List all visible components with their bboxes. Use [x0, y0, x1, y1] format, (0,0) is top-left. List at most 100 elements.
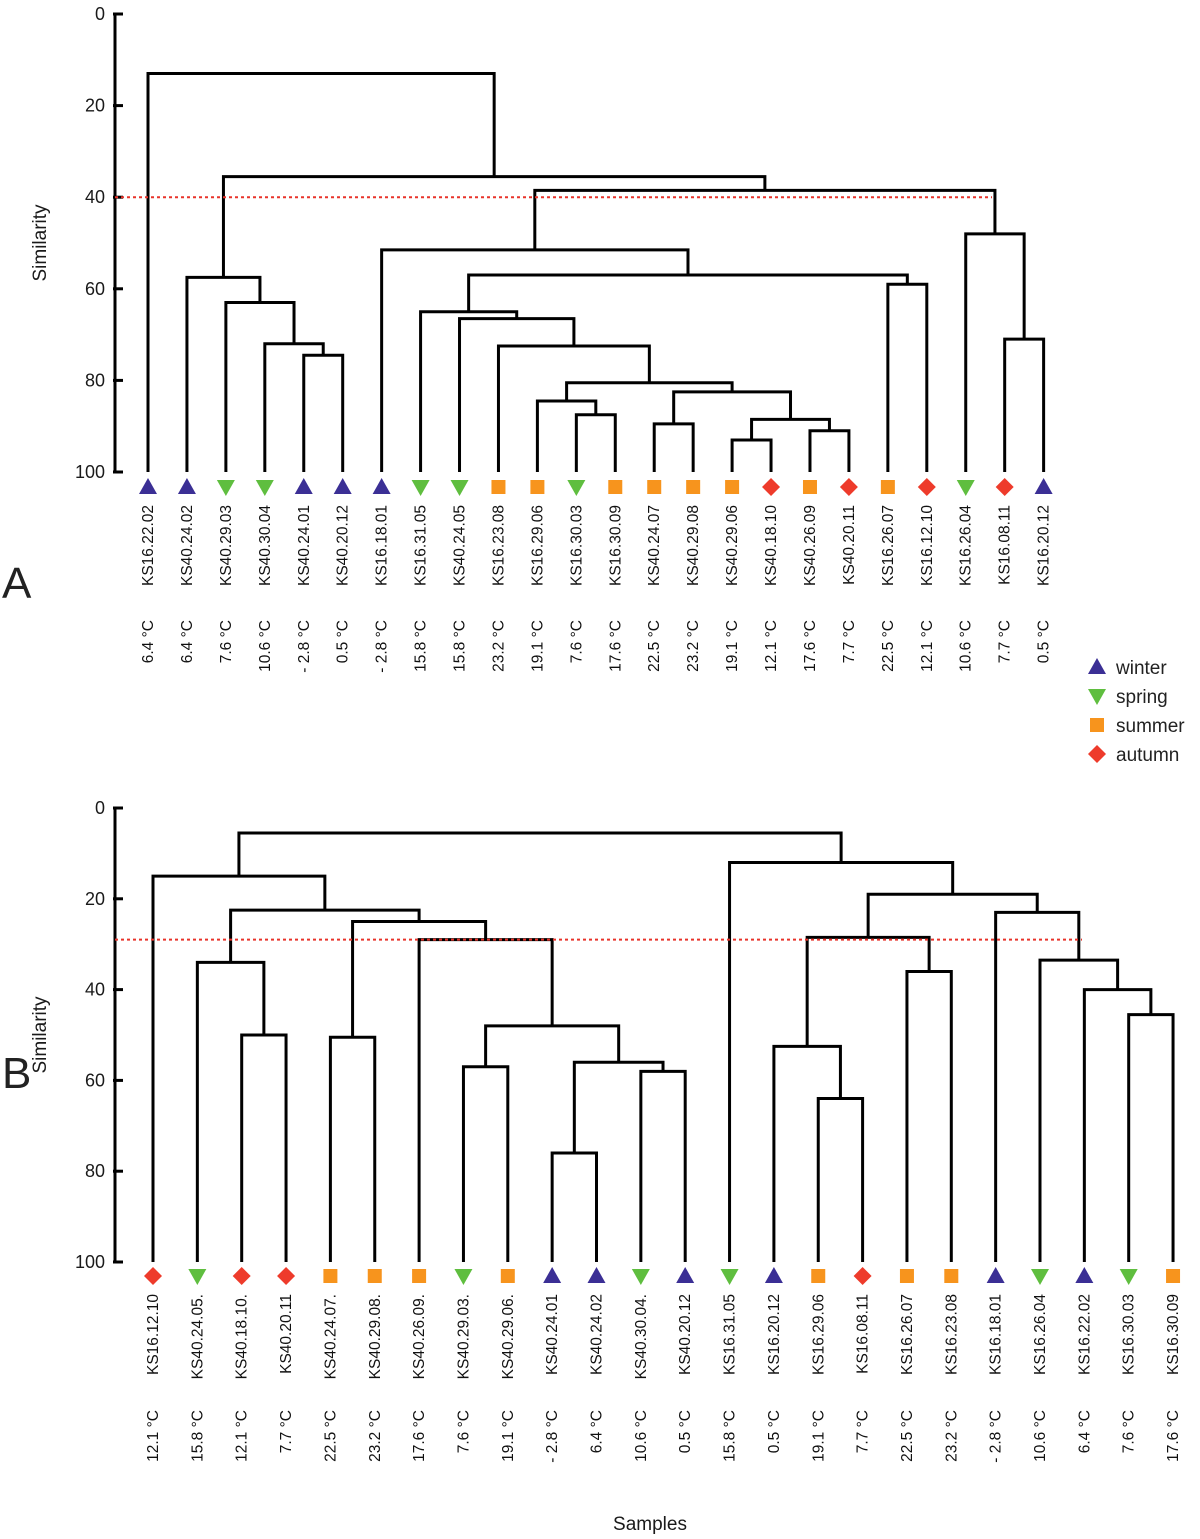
sample-label: KS40.29.03	[218, 505, 235, 586]
sample-temperature: 6.4 °C	[589, 1410, 606, 1453]
leaf-marker-autumn	[762, 478, 781, 496]
sample-label: KS16.26.07	[880, 505, 897, 586]
y-tick-label-0: 0	[95, 798, 105, 818]
dendrogram-link	[496, 344, 651, 472]
sample-label: KS16.18.01	[988, 1294, 1005, 1375]
y-tick-label-20: 20	[85, 889, 105, 909]
leaf-marker-spring	[720, 1269, 739, 1285]
sample-temperature: 7.6 °C	[455, 1410, 472, 1453]
y-tick-label-40: 40	[85, 980, 105, 1000]
sample-temperature: 12.1 °C	[234, 1410, 251, 1462]
dendrogram-link	[467, 273, 909, 312]
sample-label: KS16.30.03	[1121, 1294, 1138, 1375]
dendrogram-link	[484, 1024, 621, 1067]
sample-temperature: 15.8 °C	[722, 1410, 739, 1462]
dendrogram-link	[866, 892, 1039, 938]
panel-a-dendrogram: 0 20 40 60 80 100 Similarity A KS16.22.02 6.4 °C K…	[2, 4, 1053, 673]
sample-temperature: 6.4 °C	[1076, 1410, 1093, 1453]
dendrogram-link	[229, 908, 421, 963]
sample-label: KS40.26.09	[802, 505, 819, 586]
dendrogram-link	[328, 1035, 377, 1262]
leaf-marker-winter	[587, 1267, 606, 1283]
sample-label: KS16.20.12	[1036, 505, 1053, 586]
sample-temperature: 7.7 °C	[997, 620, 1014, 663]
leaf-marker-spring	[188, 1269, 207, 1285]
sample-label: KS40.29.03.	[455, 1294, 472, 1379]
sample-temperature: 17.6 °C	[802, 620, 819, 672]
sample-label: KS16.18.01	[374, 505, 391, 586]
sample-label: KS40.29.06	[724, 505, 741, 586]
dendrogram-link	[458, 317, 576, 472]
leaf-marker-spring	[1031, 1269, 1049, 1285]
sample-label: KS16.23.08	[943, 1294, 960, 1375]
leaf-marker-summer	[500, 1269, 515, 1283]
y-tick-label-60: 60	[85, 1070, 105, 1090]
dendrogram-link	[772, 1044, 842, 1262]
y-tick-label-60: 60	[85, 279, 105, 299]
sample-temperature: 22.5 °C	[646, 620, 663, 672]
sample-temperature: 19.1 °C	[500, 1410, 517, 1462]
sample-label: KS16.26.07	[899, 1294, 916, 1375]
sample-temperature: 17.6 °C	[607, 620, 624, 672]
sample-temperature: 0.5 °C	[1036, 620, 1053, 663]
y-axis-title: Similarity	[30, 204, 51, 282]
dendrogram-link	[994, 910, 1081, 1262]
leaf-marker-summer	[880, 480, 895, 494]
leaf-marker-summer	[412, 1269, 427, 1283]
y-tick-label-0: 0	[95, 4, 105, 24]
sample-label: KS40.29.08	[685, 505, 702, 586]
leaf-marker-spring	[450, 480, 469, 496]
leaf-marker-summer	[647, 480, 662, 494]
sample-temperature: 10.6 °C	[1032, 1410, 1049, 1462]
leaf-marker-spring	[956, 480, 975, 496]
dendrogram-link	[535, 399, 598, 472]
panel-letter-b: B	[2, 1049, 31, 1098]
sample-temperature: 23.2 °C	[490, 620, 507, 672]
sample-label: KS16.08.11	[997, 505, 1014, 585]
dendrogram-link	[195, 960, 266, 1262]
sample-temperature: 6.4 °C	[140, 620, 157, 663]
sample-temperature: 19.1 °C	[810, 1410, 827, 1462]
leaf-marker-spring	[1119, 1269, 1138, 1285]
sample-label: KS40.20.11	[841, 505, 858, 585]
sample-temperature: 15.8 °C	[452, 620, 469, 672]
sample-label: KS16.26.04	[958, 505, 975, 586]
legend-marker-autumn	[1088, 745, 1106, 763]
sample-temperature: 17.6 °C	[411, 1410, 428, 1462]
dendrogram-link	[550, 1151, 598, 1262]
leaf-marker-summer	[725, 480, 740, 494]
dendrogram-link	[224, 301, 296, 472]
sample-label: KS16.20.12	[766, 1294, 783, 1375]
leaf-marker-winter	[177, 478, 196, 494]
sample-temperature: 7.7 °C	[855, 1410, 872, 1453]
leaf-marker-summer	[944, 1269, 959, 1283]
dendrogram-link	[886, 282, 929, 472]
leaf-marker-summer	[1166, 1269, 1181, 1283]
legend-marker-spring	[1088, 689, 1106, 705]
leaf-marker-spring	[454, 1269, 473, 1285]
legend-label-spring: spring	[1116, 687, 1168, 708]
leaf-marker-winter	[1034, 478, 1053, 494]
x-axis-title: Samples	[613, 1514, 687, 1535]
leaf-marker-autumn	[144, 1267, 162, 1285]
dendrogram-link	[1127, 1013, 1175, 1262]
dendrogram-link	[652, 422, 695, 472]
sample-label: KS40.24.07	[646, 505, 663, 586]
leaf-marker-winter	[764, 1267, 783, 1283]
sample-temperature: 22.5 °C	[880, 620, 897, 672]
y-tick-label-80: 80	[85, 370, 105, 390]
dendrogram-link	[639, 1069, 687, 1262]
sample-label: KS16.23.08	[490, 505, 507, 586]
sample-temperature: - 2.8 °C	[296, 620, 313, 673]
sample-temperature: 7.6 °C	[218, 620, 235, 663]
dendrogram-link	[816, 1097, 865, 1262]
sample-temperature: 23.2 °C	[943, 1410, 960, 1462]
sample-temperature: 0.5 °C	[766, 1410, 783, 1453]
sample-label: KS16.22.02	[140, 505, 157, 586]
legend-label-winter: winter	[1115, 658, 1167, 679]
sample-temperature: 6.4 °C	[179, 620, 196, 663]
sample-temperature: 19.1 °C	[724, 620, 741, 672]
dendrogram-link	[417, 938, 554, 1262]
sample-label: KS40.24.01	[296, 505, 313, 586]
